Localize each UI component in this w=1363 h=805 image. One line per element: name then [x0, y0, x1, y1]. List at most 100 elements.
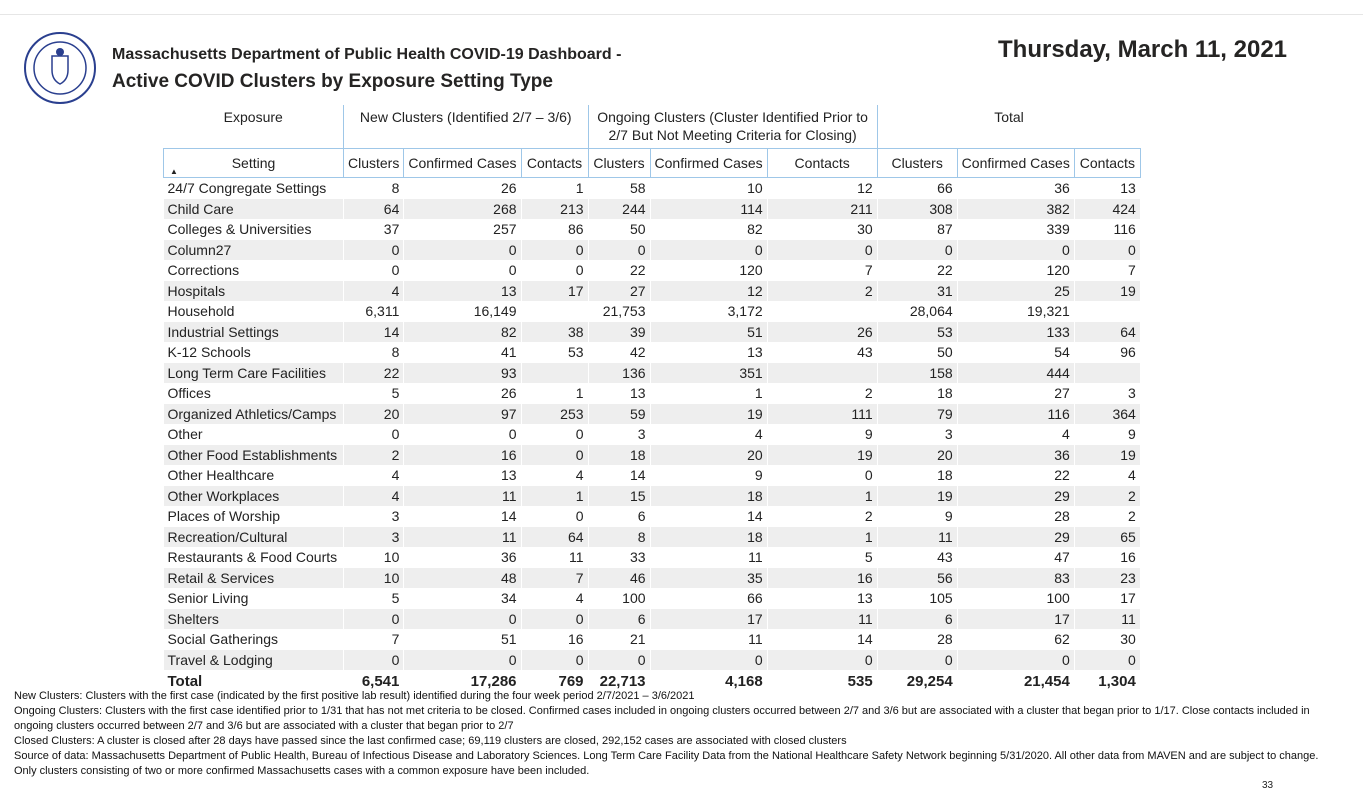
- table-row: 24/7 Congregate Settings 8 26 1 58 10 12 66 36 13: [163, 177, 1141, 199]
- value-cell: 158: [877, 362, 958, 383]
- value-cell: [1074, 301, 1141, 322]
- value-cell: 20: [877, 444, 958, 465]
- value-cell: 0: [588, 239, 651, 260]
- value-cell: 268: [403, 198, 522, 219]
- value-cell: 14: [403, 506, 522, 527]
- table-row: Organized Athletics/Camps 20 97 253 59 19 111 7…: [163, 403, 1141, 424]
- value-cell: 30: [767, 219, 878, 240]
- value-cell: 8: [343, 342, 405, 363]
- value-cell: 2: [343, 444, 405, 465]
- value-cell: 39: [588, 321, 651, 342]
- column-header: Clusters: [876, 148, 958, 178]
- value-cell: 11: [650, 629, 768, 650]
- group-header: Total: [994, 109, 1024, 125]
- total-cell: 21,454: [957, 670, 1075, 693]
- value-cell: 56: [877, 567, 958, 588]
- value-cell: 11: [1074, 608, 1141, 629]
- value-cell: 5: [343, 588, 405, 609]
- value-cell: 4: [957, 424, 1075, 445]
- value-cell: 13: [1074, 177, 1141, 199]
- table-row: Social Gatherings 7 51 16 21 11 14 28 62 30: [163, 629, 1141, 650]
- value-cell: 13: [767, 588, 878, 609]
- value-cell: 424: [1074, 198, 1141, 219]
- value-cell: [1074, 362, 1141, 383]
- column-header: Contacts: [766, 148, 878, 178]
- value-cell: 5: [343, 383, 405, 404]
- value-cell: 0: [521, 649, 589, 670]
- setting-cell: Industrial Settings: [163, 321, 344, 342]
- value-cell: 36: [957, 444, 1075, 465]
- value-cell: 114: [650, 198, 768, 219]
- value-cell: 28,064: [877, 301, 958, 322]
- value-cell: 83: [957, 567, 1075, 588]
- setting-cell: Offices: [163, 383, 344, 404]
- value-cell: 30: [1074, 629, 1141, 650]
- value-cell: 0: [521, 424, 589, 445]
- setting-cell: Senior Living: [163, 588, 344, 609]
- value-cell: 29: [957, 526, 1075, 547]
- value-cell: 8: [588, 526, 651, 547]
- value-cell: 19: [1074, 444, 1141, 465]
- value-cell: 0: [650, 649, 768, 670]
- setting-cell: Corrections: [163, 260, 344, 281]
- value-cell: 0: [521, 239, 589, 260]
- value-cell: 15: [588, 485, 651, 506]
- value-cell: 0: [403, 608, 522, 629]
- value-cell: 16: [767, 567, 878, 588]
- total-cell: 1,304: [1074, 670, 1141, 693]
- value-cell: 100: [588, 588, 651, 609]
- value-cell: 26: [403, 383, 522, 404]
- value-cell: 3: [343, 526, 405, 547]
- value-cell: 0: [877, 239, 958, 260]
- value-cell: 136: [588, 362, 651, 383]
- value-cell: 382: [957, 198, 1075, 219]
- value-cell: 10: [343, 547, 405, 568]
- value-cell: 37: [343, 219, 405, 240]
- group-header: New Clusters (Identified 2/7 – 3/6): [343, 105, 589, 149]
- value-cell: 51: [650, 321, 768, 342]
- value-cell: 0: [650, 239, 768, 260]
- column-header: Setting ▲: [163, 148, 344, 178]
- value-cell: 6: [877, 608, 958, 629]
- footnotes: New Clusters: Clusters with the first ca…: [14, 689, 1339, 779]
- value-cell: 25: [957, 280, 1075, 301]
- value-cell: 14: [343, 321, 405, 342]
- value-cell: 16,149: [403, 301, 522, 322]
- value-cell: 12: [650, 280, 768, 301]
- value-cell: 7: [1074, 260, 1141, 281]
- table-row: Corrections 0 0 0 22 120 7 22 120 7: [163, 260, 1141, 281]
- value-cell: 4: [521, 465, 589, 486]
- setting-cell: Restaurants & Food Courts: [163, 547, 344, 568]
- column-header: Clusters: [342, 148, 405, 178]
- value-cell: 6: [588, 608, 651, 629]
- value-cell: 0: [403, 239, 522, 260]
- value-cell: 18: [650, 485, 768, 506]
- value-cell: 0: [877, 649, 958, 670]
- value-cell: 2: [767, 383, 878, 404]
- clusters-table: Exposure New Clusters (Identified 2/7 – …: [163, 105, 1141, 693]
- value-cell: 0: [403, 260, 522, 281]
- value-cell: 1: [521, 383, 589, 404]
- value-cell: 22: [588, 260, 651, 281]
- value-cell: 444: [957, 362, 1075, 383]
- sort-indicator: ▲: [170, 167, 178, 176]
- value-cell: 1: [650, 383, 768, 404]
- column-header: Clusters: [587, 148, 651, 178]
- value-cell: 3: [1074, 383, 1141, 404]
- value-cell: 0: [343, 649, 405, 670]
- setting-cell: K-12 Schools: [163, 342, 344, 363]
- table-row: Travel & Lodging 0 0 0 0 0 0 0 0 0: [163, 649, 1141, 670]
- total-cell: 29,254: [877, 670, 958, 693]
- value-cell: 0: [1074, 239, 1141, 260]
- value-cell: 0: [521, 608, 589, 629]
- total-cell: 4,168: [650, 670, 768, 693]
- value-cell: 8: [343, 177, 405, 199]
- footnote: New Clusters: Clusters with the first ca…: [14, 690, 695, 702]
- setting-cell: Recreation/Cultural: [163, 526, 344, 547]
- value-cell: 22: [343, 362, 405, 383]
- total-cell: 535: [767, 670, 878, 693]
- value-cell: 1: [521, 485, 589, 506]
- value-cell: 22: [877, 260, 958, 281]
- value-cell: 17: [957, 608, 1075, 629]
- value-cell: 0: [767, 465, 878, 486]
